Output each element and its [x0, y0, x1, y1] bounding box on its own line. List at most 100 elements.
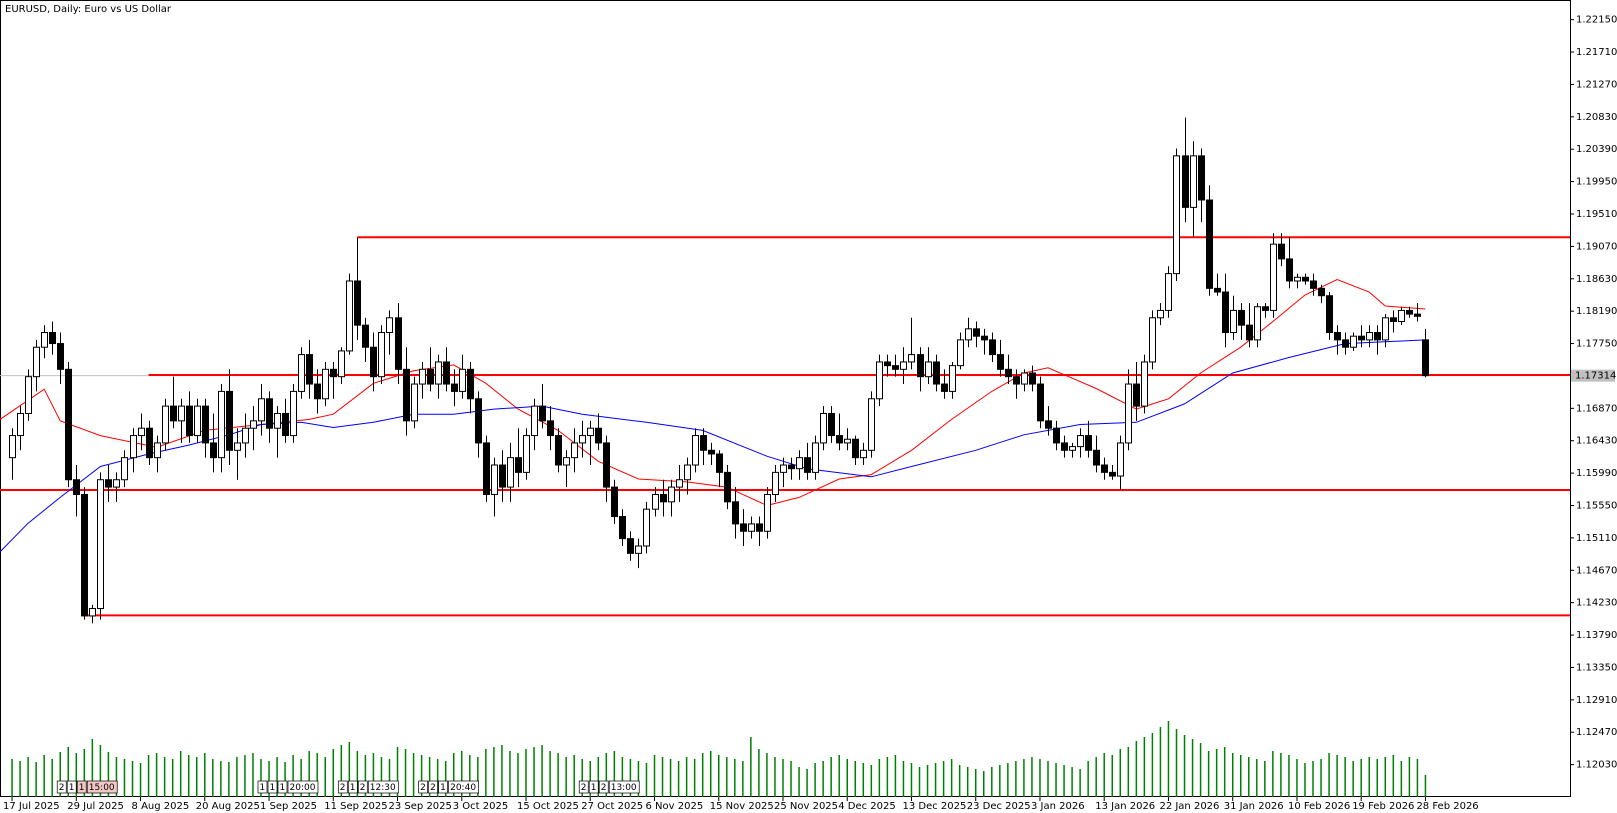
candle-body: [949, 365, 956, 392]
candle-body: [619, 516, 626, 540]
event-label: 1: [259, 783, 265, 793]
y-tick-label: 1.17750: [1576, 339, 1617, 350]
event-box: [367, 780, 399, 794]
candle-body: [1246, 324, 1253, 341]
y-tick-label: 1.21270: [1576, 79, 1617, 90]
x-tick-label: 11 Sep 2025: [324, 801, 387, 812]
candle-body: [41, 332, 48, 348]
candle-body: [290, 390, 297, 437]
candle-body: [1117, 442, 1124, 477]
y-tick-label: 1.22150: [1576, 15, 1617, 26]
x-tick-label: 28 Feb 2026: [1416, 801, 1478, 812]
candle-body: [1358, 335, 1365, 341]
event-box: [267, 780, 278, 794]
candle-body: [1133, 383, 1140, 407]
candle-body: [900, 361, 907, 370]
candle-body: [1085, 435, 1092, 451]
candle-body: [1037, 383, 1044, 422]
event-group: 2 1 2 12:30: [337, 780, 399, 794]
candle-body: [507, 457, 514, 488]
candle-body: [1013, 376, 1020, 385]
candle-body: [210, 442, 217, 459]
y-tick-label: 1.19950: [1576, 177, 1617, 188]
candle-body: [756, 523, 763, 532]
candle-body: [611, 486, 618, 518]
candle-body: [515, 457, 522, 473]
candle-body: [419, 368, 426, 385]
candle-body: [884, 361, 891, 367]
candle-body: [130, 435, 137, 459]
candle-body: [1294, 276, 1301, 282]
x-tick-label: 27 Oct 2025: [581, 801, 643, 812]
candle-body: [1053, 427, 1060, 444]
y-tick-label: 1.14230: [1576, 598, 1617, 609]
event-label: 20:00: [289, 783, 315, 793]
candle-body: [330, 368, 337, 378]
candle-body: [89, 608, 96, 617]
event-box: [448, 780, 479, 794]
candle-body: [1382, 317, 1389, 341]
x-tick-label: 31 Jan 2026: [1224, 801, 1284, 812]
candle-body: [860, 449, 867, 459]
y-tick-label: 1.21710: [1576, 47, 1617, 58]
candle-body: [25, 376, 32, 414]
candle-body: [242, 427, 249, 444]
candle-body: [378, 332, 385, 378]
candle-body: [250, 420, 257, 429]
candle-body: [571, 442, 578, 459]
candle-body: [226, 390, 233, 451]
candle-body: [73, 479, 80, 495]
candle-body: [579, 435, 586, 444]
candle-body: [443, 361, 450, 385]
candle-body: [1390, 317, 1397, 322]
candle-body: [338, 350, 345, 378]
candle-body: [97, 479, 104, 610]
y-tick-label: 1.13790: [1576, 630, 1617, 641]
candle-body: [138, 427, 145, 437]
price-label: 1.17314: [1575, 371, 1616, 382]
x-tick-label: 8 Aug 2025: [132, 801, 190, 812]
candle-body: [298, 354, 305, 392]
candle-body: [1270, 243, 1277, 311]
candle-body: [306, 354, 313, 385]
candle-body: [764, 493, 771, 532]
event-box: [608, 780, 640, 794]
x-tick-label: 13 Jan 2026: [1095, 801, 1155, 812]
event-label: 2: [420, 783, 426, 793]
candle-body: [186, 405, 193, 437]
candle-body: [483, 442, 490, 495]
x-tick-label: 15 Oct 2025: [517, 801, 579, 812]
event-box: [257, 780, 268, 794]
candle-body: [202, 405, 209, 444]
y-tick-label: 1.12910: [1576, 695, 1617, 706]
event-box: [588, 780, 599, 794]
candle-body: [282, 412, 289, 437]
candle-body: [981, 335, 988, 341]
candle-body: [162, 405, 169, 444]
event-box: [357, 780, 368, 794]
candle-body: [411, 383, 418, 422]
candle-body: [370, 346, 377, 378]
event-label: 2: [340, 783, 346, 793]
candle-body: [362, 324, 369, 348]
x-tick-label: 19 Feb 2026: [1352, 801, 1414, 812]
candle-body: [820, 412, 827, 444]
y-tick-label: 1.19070: [1576, 241, 1617, 252]
event-box: [287, 780, 319, 794]
x-tick-label: 17 Jul 2025: [3, 801, 60, 812]
candle-body: [459, 368, 466, 392]
candle-body: [1310, 280, 1317, 289]
candle-body: [772, 471, 779, 495]
candle-body: [603, 442, 610, 488]
candle-body: [17, 412, 24, 437]
candle-body: [451, 383, 458, 392]
candle-body: [218, 390, 225, 459]
candle-body: [1165, 273, 1172, 311]
candle-body: [1157, 309, 1164, 319]
candle-body: [146, 427, 153, 459]
y-tick-label: 1.15110: [1576, 533, 1617, 544]
x-tick-label: 23 Dec 2025: [967, 801, 1031, 812]
x-tick-label: 1 Sep 2025: [260, 801, 317, 812]
candle-body: [796, 457, 803, 470]
candle-body: [1302, 276, 1309, 282]
